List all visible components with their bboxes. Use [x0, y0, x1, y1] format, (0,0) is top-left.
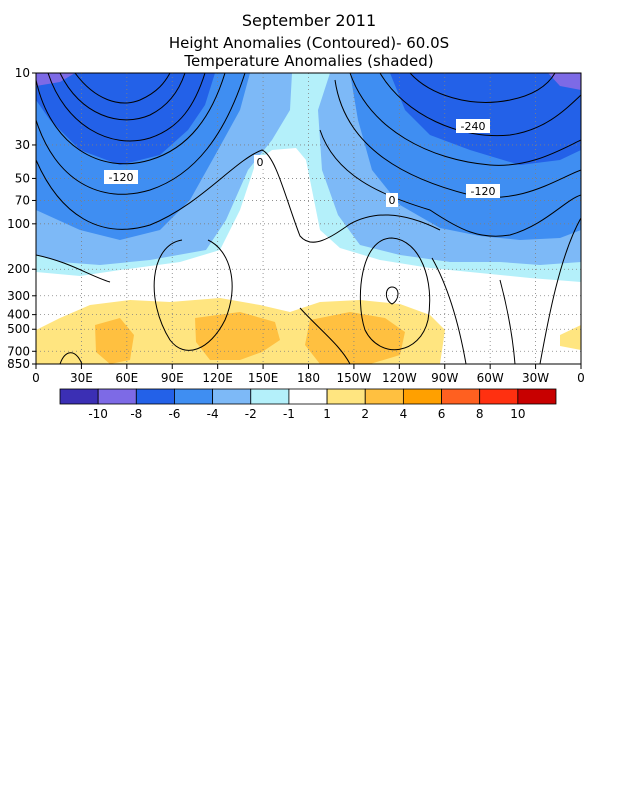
contour-line [59, 352, 83, 364]
colorbar-label: 2 [361, 407, 369, 421]
colorbar-swatch [135, 388, 175, 405]
shade-deepblue-left [36, 73, 215, 165]
colorbar-swatch [441, 388, 481, 405]
colorbar-swatch [479, 388, 519, 405]
y-tick-label: 300 [7, 289, 30, 303]
colorbar-label: 1 [323, 407, 331, 421]
x-tick-label: 30E [70, 371, 93, 385]
x-tick-label: 150E [248, 371, 279, 385]
y-tick-label: 70 [15, 193, 30, 207]
contour-label-bg [386, 193, 398, 207]
contour-label-bg [456, 119, 490, 133]
height-contours [36, 73, 581, 364]
colorbar-swatch [326, 388, 366, 405]
x-tick-label: 90E [161, 371, 184, 385]
x-tick-label: 120W [382, 371, 417, 385]
contour-line [319, 129, 581, 237]
chart-title: September 2011 [241, 11, 377, 30]
shade-yellow-right [560, 325, 581, 350]
colorbar-label: 10 [510, 407, 525, 421]
x-tick-label: 90W [431, 371, 458, 385]
colorbar-label: -2 [245, 407, 257, 421]
y-tick-label: 100 [7, 217, 30, 231]
colorbar-swatch [97, 388, 137, 405]
contour-line [409, 73, 556, 103]
x-tick-label: 0 [577, 371, 585, 385]
contour-line [59, 73, 186, 121]
x-tick-label: 180 [297, 371, 320, 385]
colorbar-swatch [517, 388, 557, 405]
colorbar-swatch [288, 388, 328, 405]
contour-line [359, 237, 431, 351]
x-tick-label: 150W [337, 371, 372, 385]
colorbar-label: -8 [130, 407, 142, 421]
grid-lines [36, 73, 581, 364]
contour-line [379, 73, 581, 137]
colorbar-label: -4 [207, 407, 219, 421]
shade-orange-2 [195, 312, 280, 360]
colorbar-label: 6 [438, 407, 446, 421]
contour-line [334, 79, 581, 198]
colorbar: -10 -8 -6 -4 -2 -1 1 2 4 6 8 10 [59, 388, 557, 421]
contour-label-neg120-right: -120 [471, 185, 496, 198]
contour-line [36, 73, 246, 195]
y-tick-label: 50 [15, 171, 30, 185]
colorbar-swatch [402, 388, 442, 405]
colorbar-label: -6 [168, 407, 180, 421]
contour-line [539, 217, 581, 364]
contour-line [36, 254, 111, 283]
contour-label-group: -240 -120 0 -120 0 [104, 119, 500, 207]
y-tick-label: 850 [7, 357, 30, 371]
colorbar-swatch [59, 388, 99, 405]
contour-line [431, 257, 467, 364]
contour-line [385, 286, 399, 305]
plot-area [36, 73, 581, 364]
contour-line [299, 307, 351, 364]
contour-label-bg [254, 155, 266, 169]
contour-line [74, 73, 171, 104]
y-tick-label: 200 [7, 262, 30, 276]
y-tick-label: 30 [15, 138, 30, 152]
contour-label-bg [104, 170, 138, 184]
contour-line [47, 73, 206, 142]
contour-label-neg240: -240 [461, 120, 486, 133]
chart-subtitle-2: Temperature Anomalies (shaded) [184, 52, 434, 70]
colorbar-label: -10 [88, 407, 108, 421]
colorbar-swatch [212, 388, 252, 405]
contour-label-zero-center: 0 [257, 156, 264, 169]
shade-purple-left [36, 73, 75, 86]
x-tick-label: 30W [522, 371, 549, 385]
contour-line [36, 73, 226, 165]
y-tick-label: 400 [7, 308, 30, 322]
y-tick-label: 700 [7, 344, 30, 358]
colorbar-swatch [250, 388, 290, 405]
chart-subtitle: Height Anomalies (Contoured)- 60.0S [168, 34, 450, 52]
contour-label-neg120-left: -120 [109, 171, 134, 184]
contour-line [36, 149, 441, 243]
y-tick-label: 10 [15, 66, 30, 80]
x-tick-label: 0 [32, 371, 40, 385]
colorbar-swatch [364, 388, 404, 405]
colorbar-label: 8 [476, 407, 484, 421]
contour-label-zero-right: 0 [389, 194, 396, 207]
colorbar-swatch [174, 388, 214, 405]
contour-line [499, 279, 516, 364]
x-tick-label: 120E [202, 371, 233, 385]
x-tick-label: 60E [115, 371, 138, 385]
colorbar-label: 4 [400, 407, 408, 421]
shade-purple-right [548, 73, 581, 90]
x-tick-label: 60W [477, 371, 504, 385]
colorbar-label: -1 [283, 407, 295, 421]
contour-line [153, 239, 233, 351]
x-axis: 0 30E 60E 90E 120E 150E 180 150W 120W 90W 60W 30W 0 [32, 364, 585, 385]
y-tick-label: 500 [7, 322, 30, 336]
contour-label-bg [466, 184, 500, 198]
contour-line [349, 73, 581, 166]
